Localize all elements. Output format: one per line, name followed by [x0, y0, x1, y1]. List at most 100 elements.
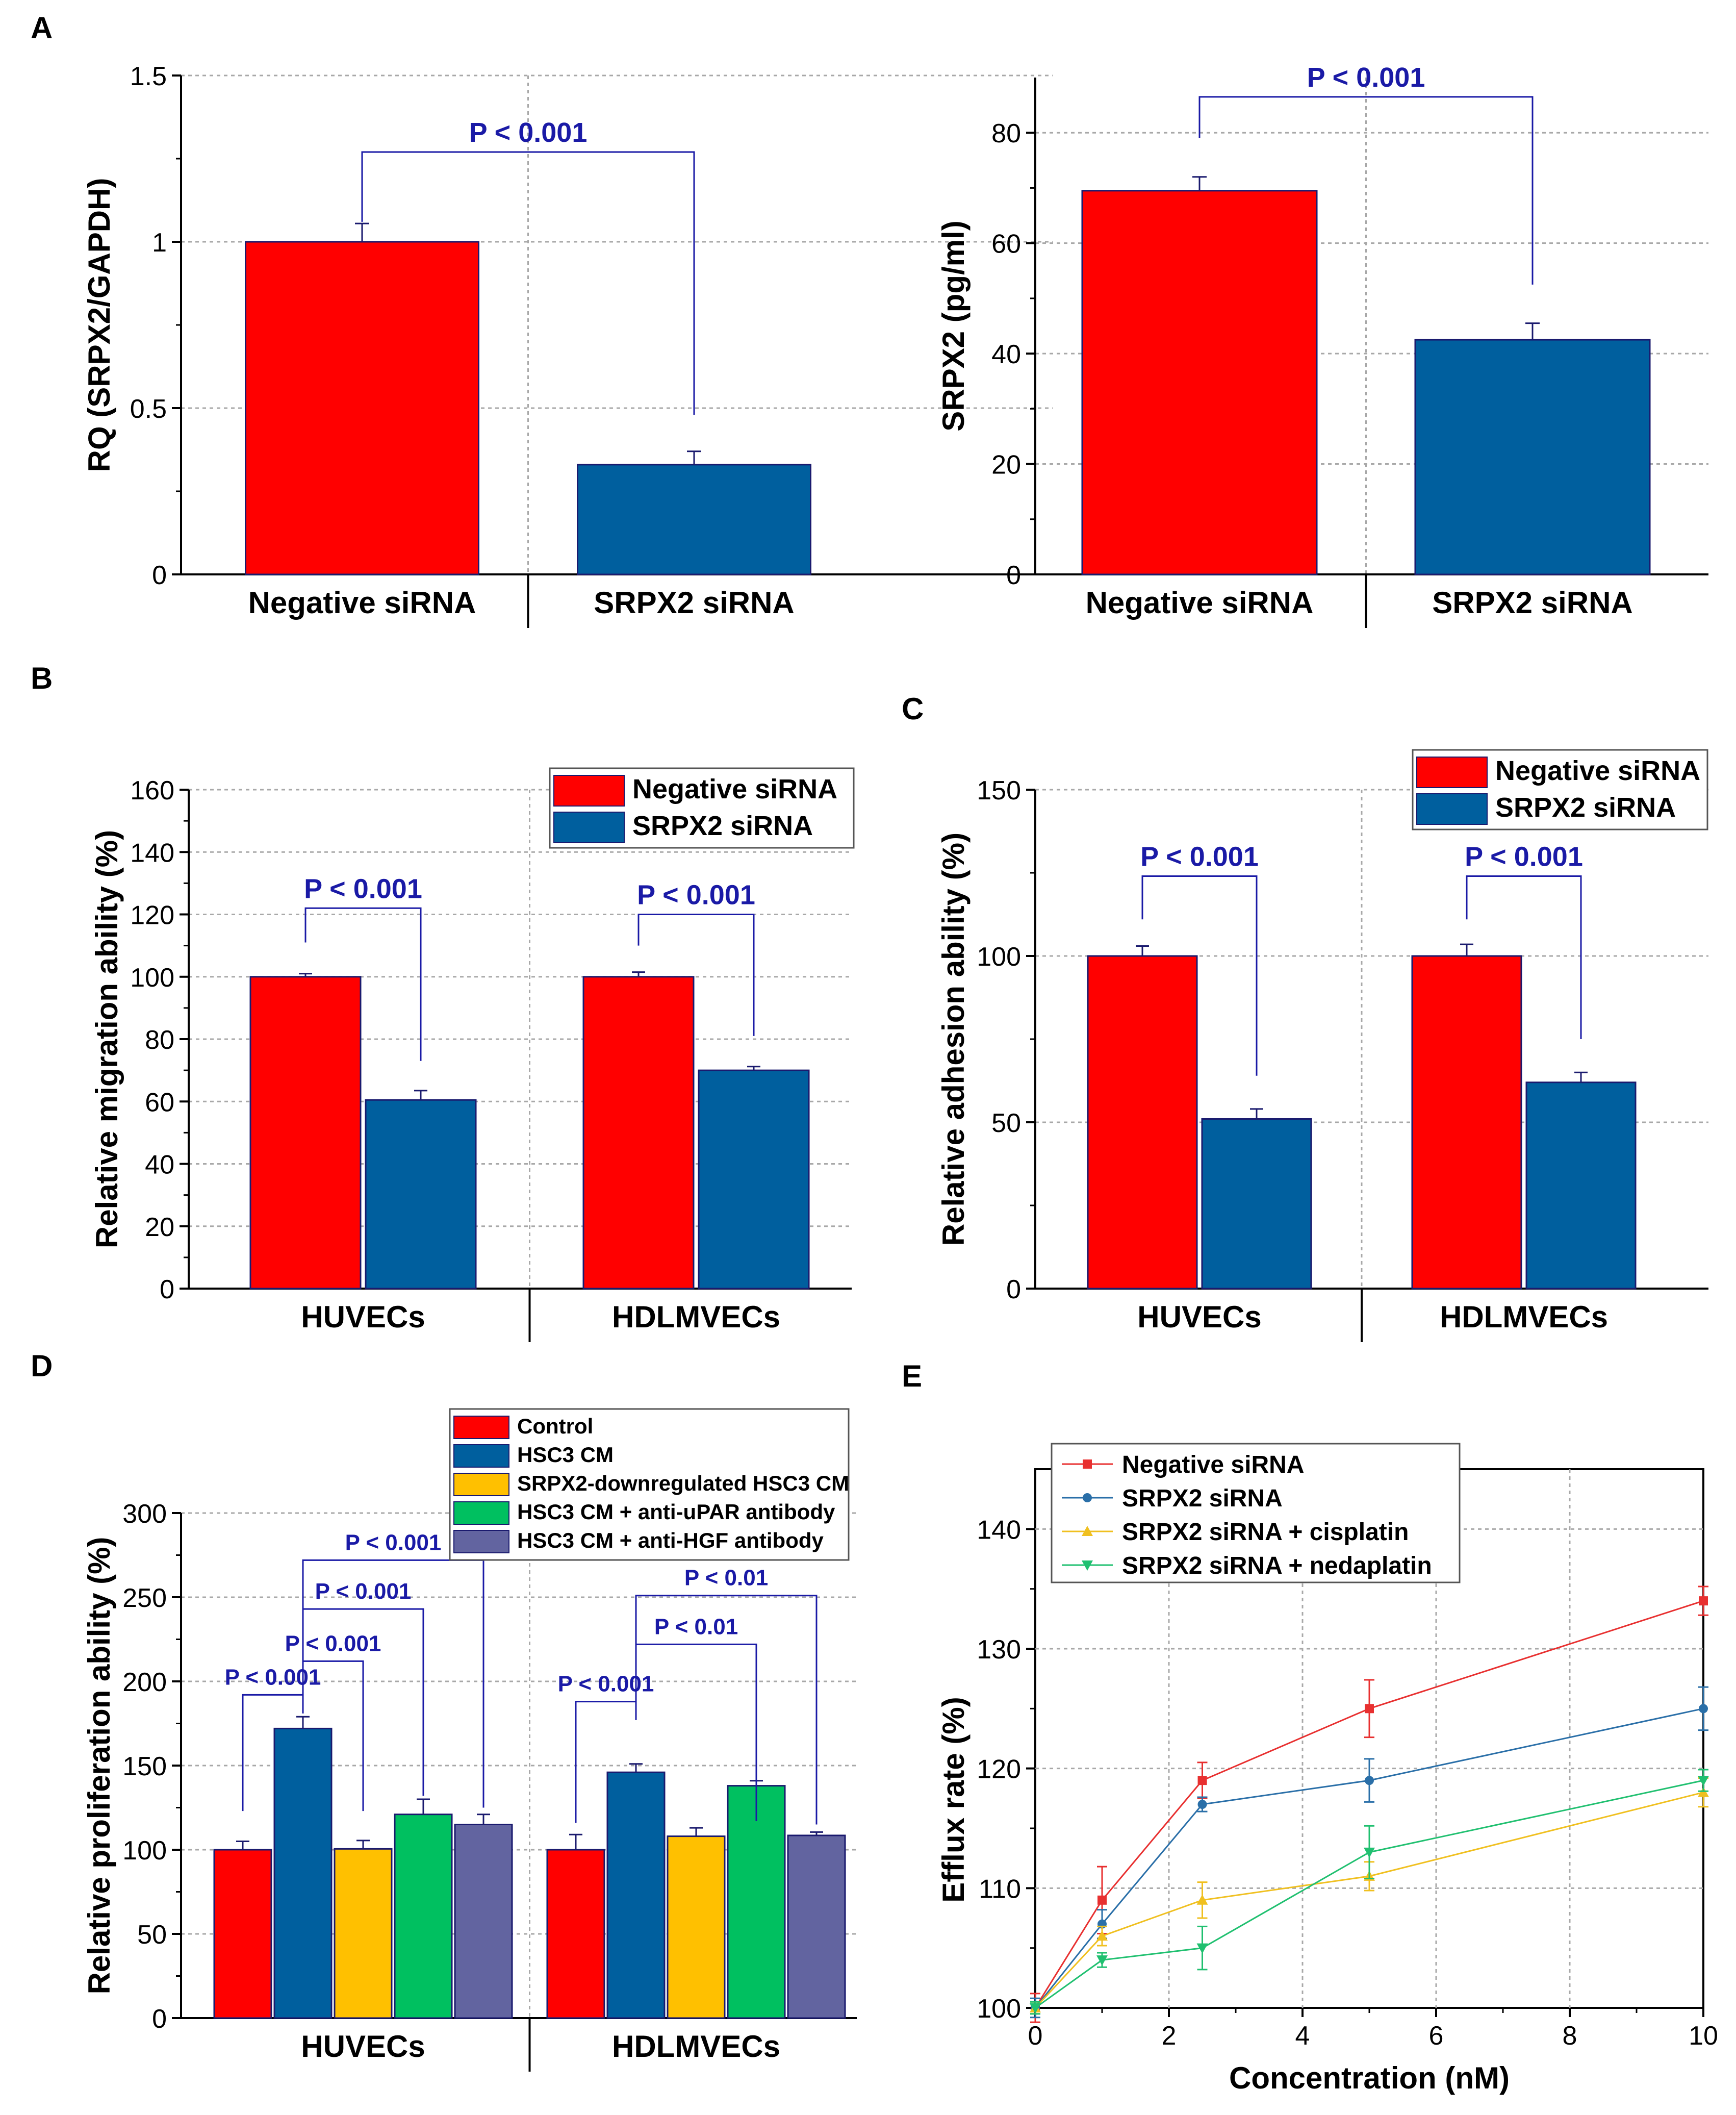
legend: Negative siRNA SRPX2 siRNA SRPX2 siRNA + c…: [1051, 1443, 1461, 1583]
y-axis-label: SRPX2 (pg/ml): [936, 220, 971, 431]
y-tick-label: 0: [1006, 1275, 1021, 1304]
bar: [577, 464, 811, 575]
legend-swatch: [1416, 757, 1488, 788]
legend-label: HSC3 CM + anti-uPAR antibody: [517, 1500, 835, 1524]
series-line: [1035, 1779, 1704, 2009]
bar: [394, 1814, 453, 2019]
significance-bracket: [302, 1660, 364, 1811]
x-tick-label: HUVECs: [301, 1300, 425, 1334]
y-tick-label: 20: [991, 450, 1021, 480]
x-tick-label: 8: [1563, 2021, 1577, 2051]
series-3: [1030, 1769, 1709, 2015]
significance-bracket: [302, 1608, 424, 1796]
data-point: [1364, 1847, 1375, 1858]
data-point: [1365, 1776, 1374, 1785]
legend-label: SRPX2 siRNA: [1495, 792, 1676, 823]
data-point: [1699, 1596, 1708, 1606]
legend-swatch: [453, 1473, 509, 1496]
y-axis-label: Efflux rate (%): [936, 1697, 971, 1902]
data-point: [1082, 1560, 1093, 1571]
legend-label: Negative siRNA: [1122, 1451, 1304, 1478]
significance-bracket: [637, 914, 755, 1036]
x-tick-label: HDLMVECs: [612, 1300, 780, 1334]
significance-bracket: [635, 1643, 757, 1821]
y-tick-label: 40: [991, 340, 1021, 369]
legend-label: HSC3 CM + anti-HGF antibody: [517, 1528, 824, 1552]
panel-c: C 0 50 100 150 HUVECs HDLMVECs Relative adhesio…: [902, 692, 1708, 1342]
y-tick-label: 140: [130, 838, 174, 868]
bar: [334, 1848, 393, 2019]
legend-swatch: [553, 812, 625, 843]
bar: [787, 1834, 846, 2019]
y-tick-label: 40: [145, 1150, 174, 1180]
x-tick-label: Negative siRNA: [1086, 586, 1314, 620]
y-axis-label: Relative migration ability (%): [90, 830, 124, 1248]
p-value-label: P < 0.001: [1465, 842, 1583, 872]
panel-label: A: [31, 11, 53, 45]
series-line: [1034, 1600, 1704, 2008]
bar: [727, 1785, 786, 2019]
y-tick-label: 80: [991, 119, 1021, 148]
y-axis-label: Relative adhesion ability (%): [936, 833, 971, 1246]
significance-bracket: [302, 1559, 484, 1808]
panel-d: D 0 50 100 150 200 250 300 HUVECs HDLMVECs Relativ…: [31, 1349, 857, 2072]
legend-box: [1051, 1443, 1461, 1583]
p-value-label: P < 0.001: [1140, 842, 1259, 872]
bar: [546, 1849, 605, 2019]
series-line: [1034, 1792, 1704, 2009]
y-tick-label: 0: [1006, 561, 1021, 590]
y-tick-label: 150: [122, 1752, 167, 1781]
x-tick-label: SRPX2 siRNA: [1432, 586, 1632, 620]
bar: [698, 1069, 810, 1290]
p-value-label: P < 0.001: [469, 117, 588, 148]
significance-bracket: [304, 907, 422, 1061]
p-value-label: P < 0.001: [558, 1672, 654, 1697]
p-value-label: P < 0.001: [345, 1530, 442, 1555]
bar: [582, 976, 695, 1290]
x-tick-label: 6: [1429, 2021, 1444, 2051]
p-value-label: P < 0.001: [315, 1579, 412, 1604]
y-tick-label: 200: [122, 1668, 167, 1697]
bar: [245, 241, 479, 575]
p-value-label: P < 0.01: [654, 1614, 738, 1639]
data-point: [1083, 1459, 1092, 1469]
data-point: [1082, 1526, 1093, 1536]
y-tick-label: 130: [977, 1635, 1021, 1665]
legend-label: SRPX2 siRNA: [632, 811, 813, 841]
legend-label: SRPX2 siRNA: [1122, 1485, 1283, 1512]
bar: [365, 1099, 477, 1290]
p-value-label: P < 0.001: [637, 880, 755, 911]
y-tick-label: 120: [130, 901, 174, 930]
y-tick-label: 160: [130, 776, 174, 805]
panel-a2: 0 20 40 60 80 Negative siRNA SRPX2 siRNA SRPX2 …: [936, 62, 1708, 628]
y-tick-label: 100: [130, 963, 174, 993]
y-tick-label: 100: [977, 942, 1021, 972]
series-2: [1030, 1777, 1709, 2015]
legend-swatch: [553, 775, 625, 807]
y-tick-label: 0: [152, 2004, 167, 2034]
panel-e: E 100 110 120 130 140 0 2 4 6 8 10 Concentration (nM…: [902, 1359, 1718, 2095]
panel-label: E: [902, 1359, 922, 1393]
data-point: [1197, 1800, 1207, 1809]
bar: [273, 1727, 333, 2019]
y-tick-label: 1: [152, 228, 167, 258]
significance-bracket: [575, 1701, 637, 1823]
x-tick-label: 10: [1689, 2021, 1718, 2051]
y-tick-label: 80: [145, 1025, 174, 1055]
y-tick-label: 50: [991, 1109, 1021, 1138]
panel-b: B 0 20 40 60 80 100 120 140 160 HUVECs HDLMVECs Rela…: [31, 661, 855, 1342]
legend-swatch: [453, 1444, 509, 1468]
legend-label: SRPX2 siRNA + cisplatin: [1122, 1519, 1409, 1546]
y-axis-label: RQ (SRPX2/GAPDH): [82, 178, 116, 472]
data-point: [1030, 2003, 1041, 2013]
y-axis-label: Relative proliferation ability (%): [82, 1537, 116, 1995]
significance-bracket: [361, 151, 695, 415]
significance-bracket: [635, 1595, 818, 1825]
bar: [606, 1771, 666, 2019]
data-point: [1083, 1493, 1092, 1502]
x-axis-label: Concentration (nM): [1229, 2061, 1510, 2095]
bar: [213, 1849, 272, 2019]
significance-bracket: [1198, 96, 1534, 285]
y-tick-label: 250: [122, 1583, 167, 1613]
